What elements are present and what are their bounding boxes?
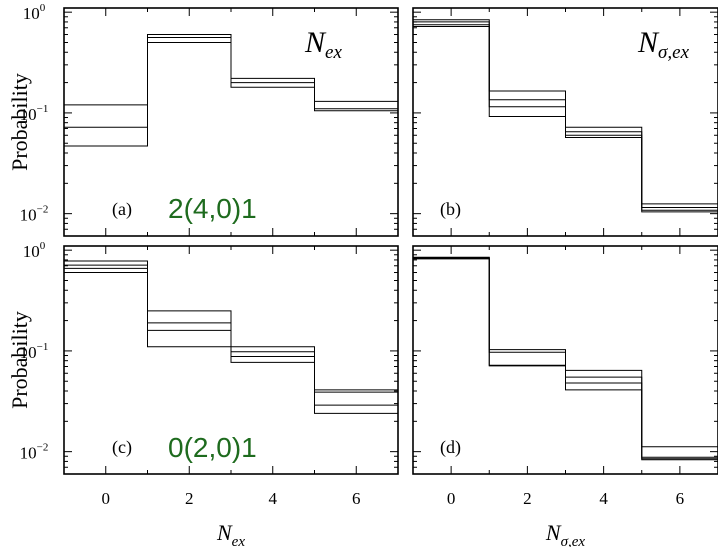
x-tick-label: 0 bbox=[447, 489, 456, 508]
x-tick-label: 6 bbox=[352, 489, 361, 508]
x-tick-label: 4 bbox=[269, 489, 278, 508]
x-tick-label: 2 bbox=[523, 489, 532, 508]
y-tick-label: 10−2 bbox=[20, 204, 49, 225]
panel-d: 0 2 4 6 Nσ,ex (d) bbox=[412, 245, 718, 547]
configuration-label: 2(4,0)1 bbox=[168, 193, 257, 224]
x-axis-label: Nex bbox=[216, 520, 245, 547]
panel-label: (a) bbox=[112, 199, 132, 220]
series-line-4 bbox=[413, 26, 718, 236]
x-tick-label: 4 bbox=[599, 489, 608, 508]
panel-c: 100 10−1 10−2 Probability 0 2 4 6 Nex (c) 0(2,0)1 bbox=[7, 240, 399, 547]
y-tick-label: 100 bbox=[23, 240, 46, 261]
x-tick-label: 2 bbox=[185, 489, 194, 508]
y-tick-label: 10−2 bbox=[20, 442, 49, 463]
variable-label: Nex bbox=[304, 26, 342, 63]
y-axis-label: Probability bbox=[7, 73, 32, 171]
y-tick-label: 10−1 bbox=[20, 341, 49, 362]
panel-label: (c) bbox=[112, 437, 132, 458]
series-line-4 bbox=[413, 258, 718, 474]
panel-label: (d) bbox=[440, 437, 461, 458]
series-line-4 bbox=[64, 272, 398, 474]
panel-label: (b) bbox=[440, 199, 461, 220]
variable-label: Nσ,ex bbox=[637, 26, 690, 63]
x-tick-label: 0 bbox=[102, 489, 111, 508]
y-tick-label: 10−1 bbox=[20, 103, 49, 124]
configuration-label: 0(2,0)1 bbox=[168, 432, 257, 463]
y-axis-label: Probability bbox=[7, 311, 32, 409]
x-axis-label: Nσ,ex bbox=[545, 520, 585, 547]
series-line-3 bbox=[64, 41, 398, 236]
panel-b: (b) Nσ,ex bbox=[412, 7, 718, 237]
y-tick-label: 100 bbox=[23, 2, 46, 23]
panel-a: 100 10−1 10−2 Probability (a) 2(4,0)1 Nex bbox=[7, 2, 399, 237]
x-tick-label: 6 bbox=[676, 489, 685, 508]
